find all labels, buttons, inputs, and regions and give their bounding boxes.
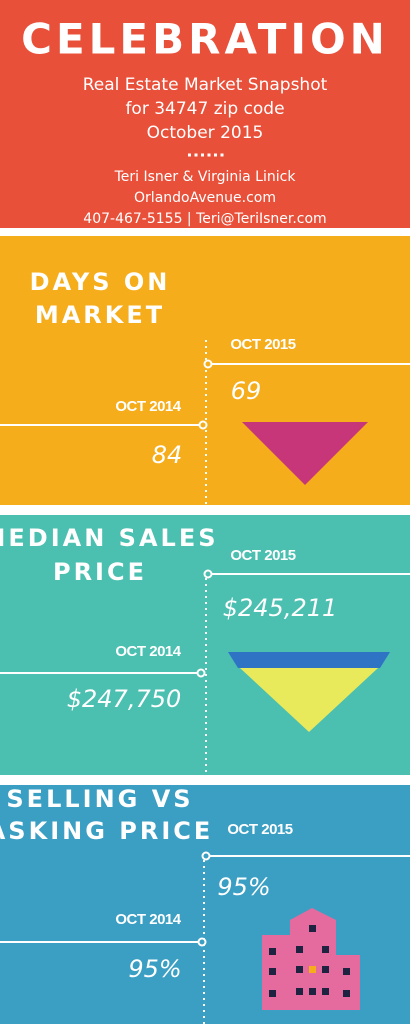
period-label: OCT 2014 <box>115 398 181 415</box>
building-icon <box>262 908 360 1010</box>
value: $245,211 <box>223 594 338 622</box>
contact: Teri Isner & Virginia Linick <box>114 169 297 185</box>
node <box>203 359 213 369</box>
section-title: MEDIAN SALES <box>0 524 218 552</box>
value: 69 <box>231 377 262 405</box>
section-title: SELLING VS <box>6 785 193 813</box>
period-label: OCT 2014 <box>115 643 181 660</box>
section-title: MARKET <box>35 301 165 329</box>
funnel-top <box>228 652 390 668</box>
value: 84 <box>152 441 183 469</box>
node <box>197 937 207 947</box>
section-title: PRICE <box>53 558 147 586</box>
section-title: DAYS ON <box>30 268 171 296</box>
period-label: OCT 2015 <box>227 821 292 838</box>
value: $247,750 <box>67 685 182 713</box>
node <box>201 851 211 861</box>
funnel-bottom <box>240 668 378 732</box>
node <box>203 569 213 579</box>
period-label: OCT 2015 <box>230 336 295 353</box>
period-label: OCT 2015 <box>230 547 295 564</box>
header-bg <box>0 0 410 228</box>
down-triangle <box>242 422 368 485</box>
subtitle: for 34747 zip code <box>125 99 284 119</box>
section-title: ASKING PRICE <box>0 817 213 845</box>
value: 95% <box>217 873 270 901</box>
contact: OrlandoAvenue.com <box>134 190 276 206</box>
subtitle: Real Estate Market Snapshot <box>83 75 328 95</box>
subtitle: October 2015 <box>147 123 264 143</box>
contact: 407-467-5155 | Teri@TeriIsner.com <box>83 211 326 227</box>
node <box>196 668 206 678</box>
value: 95% <box>128 955 181 983</box>
node <box>198 420 208 430</box>
header-title: CELEBRATION <box>21 15 389 64</box>
period-label: OCT 2014 <box>115 911 181 928</box>
